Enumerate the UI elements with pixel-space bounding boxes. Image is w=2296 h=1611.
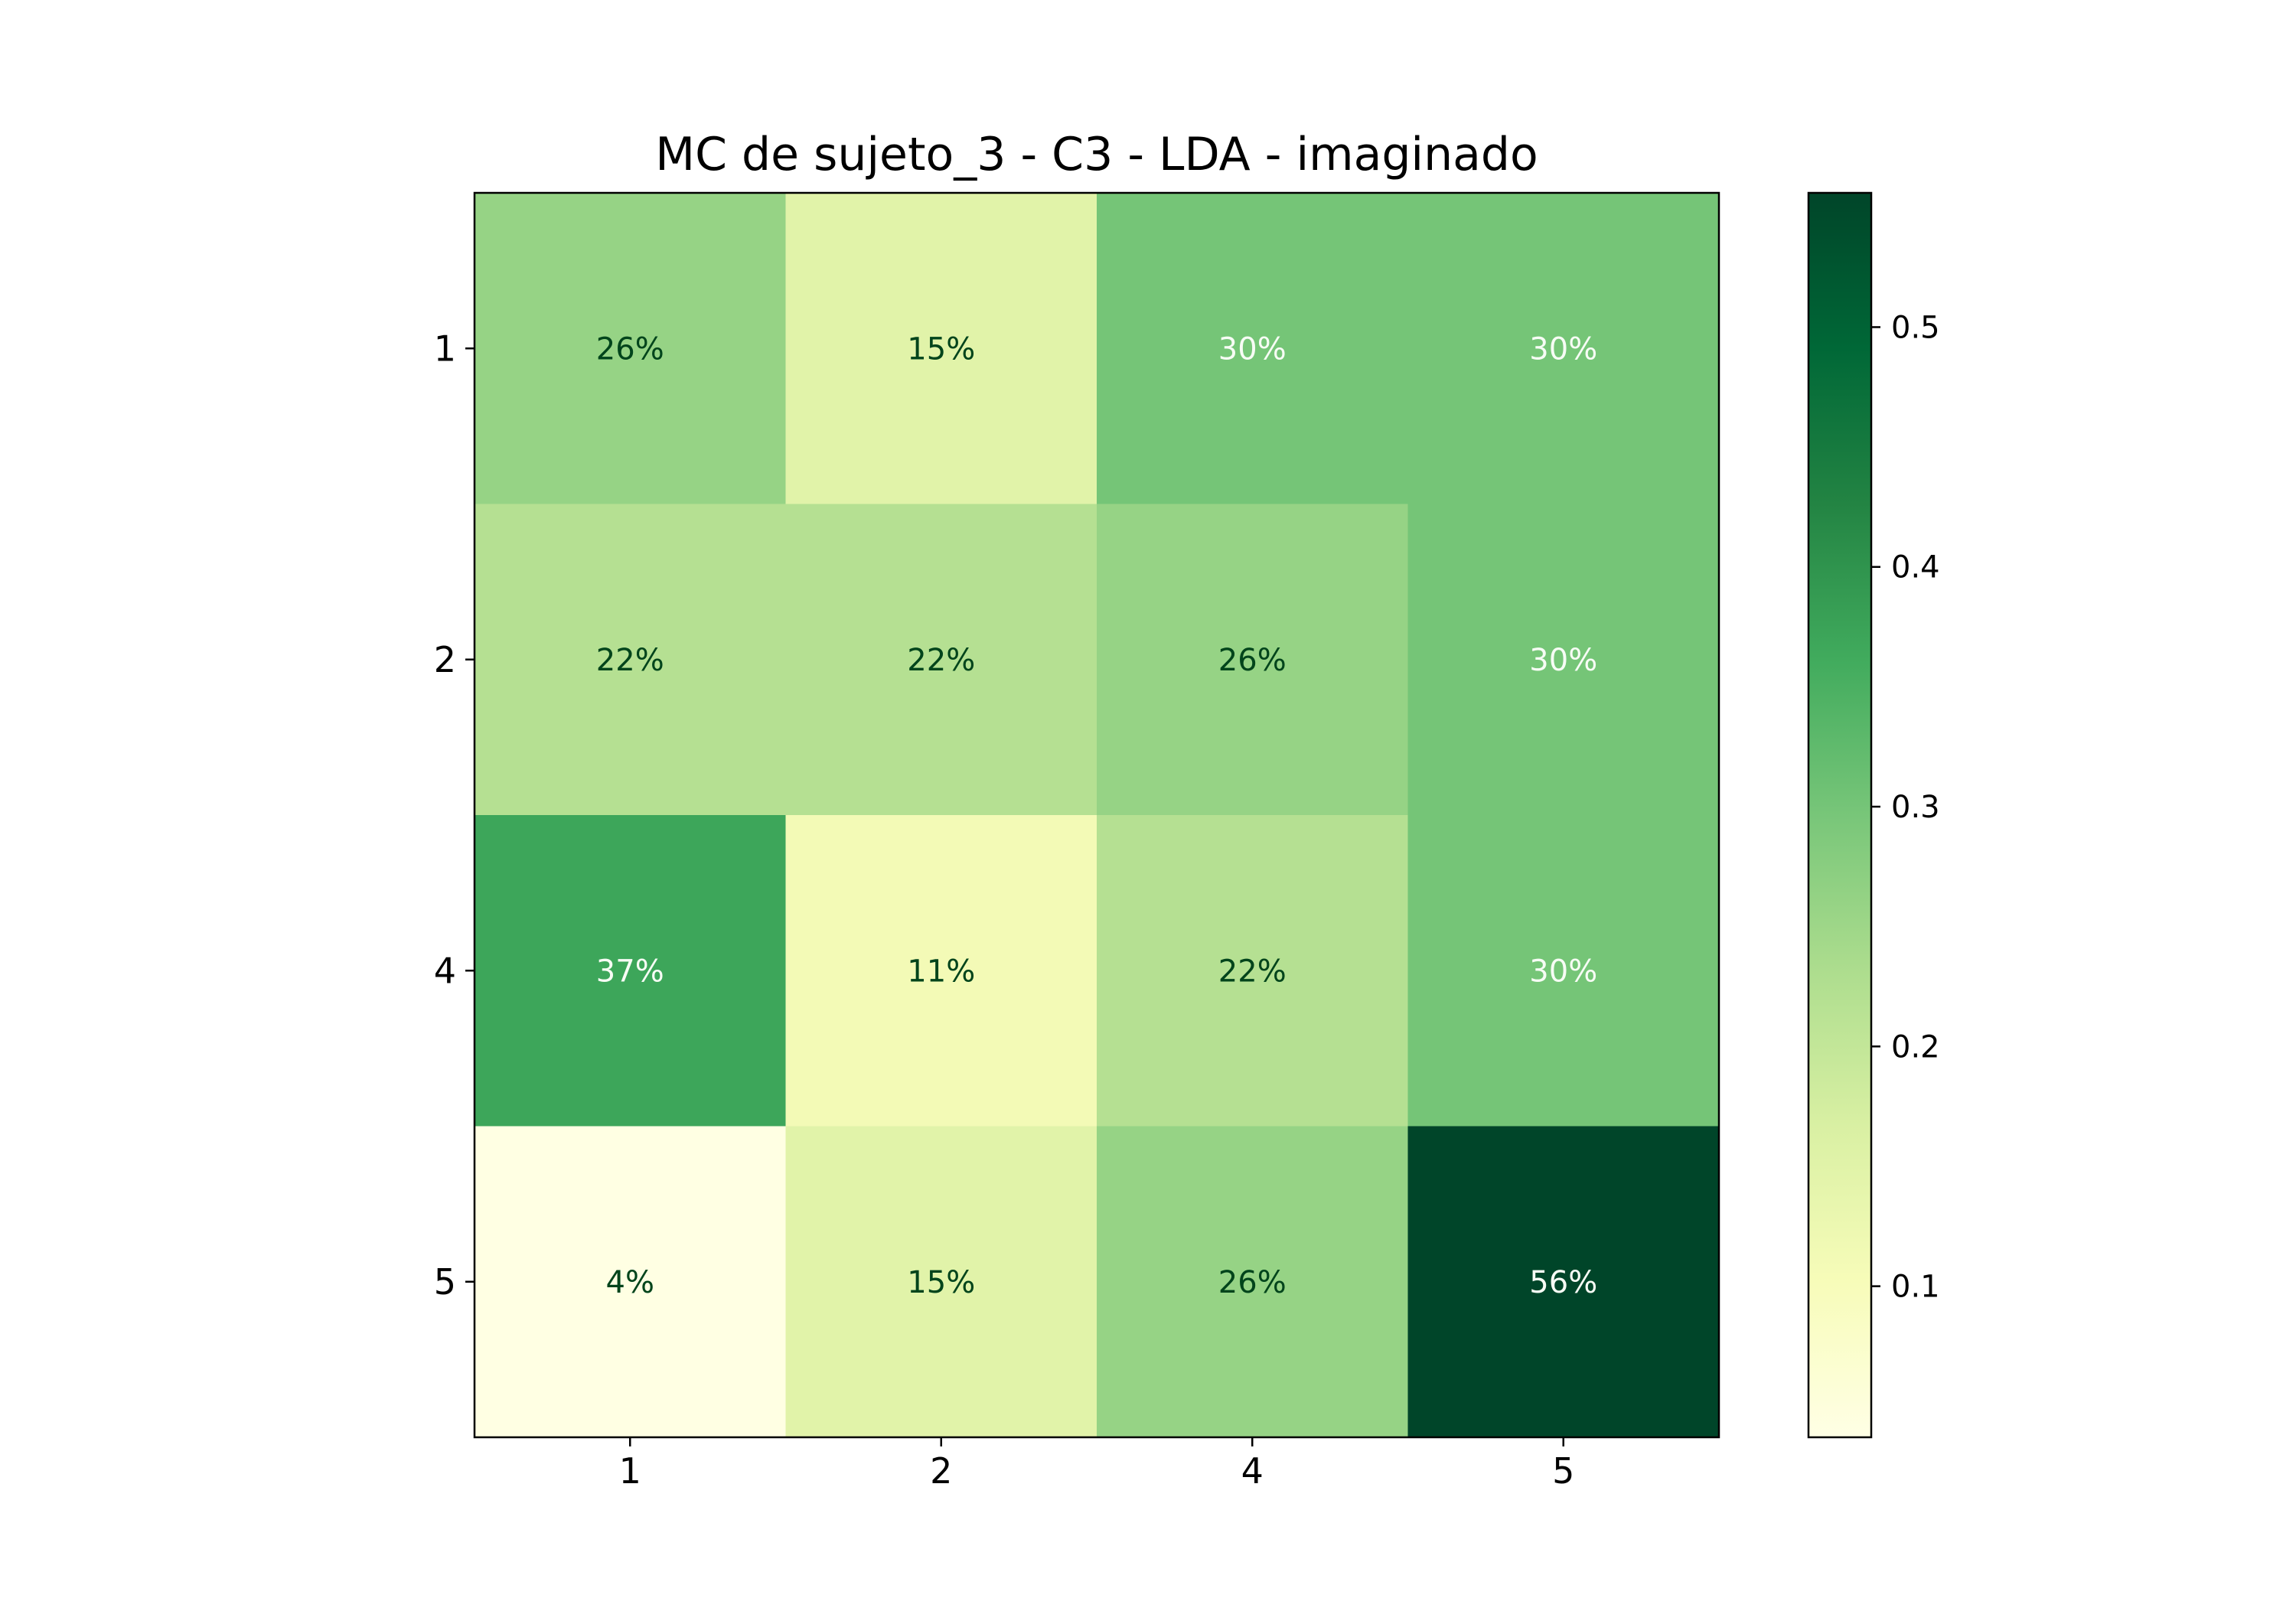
colorbar-tick-label: 0.3	[1891, 790, 1940, 825]
colorbar-tick-label: 0.5	[1891, 310, 1940, 345]
cell-value-label: 30%	[1529, 331, 1597, 367]
y-tick-label: 4	[434, 950, 456, 991]
x-axis: 1 2 4 5	[619, 1437, 1574, 1492]
y-axis: 1 2 4 5	[434, 328, 475, 1303]
cell-value-label: 4%	[606, 1265, 654, 1300]
heatmap-cell	[1097, 815, 1408, 1127]
plot-frame	[473, 191, 1720, 1439]
cell-value-label: 26%	[596, 331, 664, 367]
x-tick-label: 5	[1552, 1450, 1574, 1492]
heatmap-cell	[475, 504, 786, 816]
y-tick-label: 1	[434, 328, 456, 369]
cell-value-label: 15%	[907, 331, 975, 367]
cell-value-label: 30%	[1529, 954, 1597, 989]
x-tick-label: 4	[1241, 1450, 1264, 1492]
cell-value-label: 26%	[1218, 1265, 1287, 1300]
cell-value-label: 30%	[1218, 331, 1287, 367]
chart-title: MC de sujeto_3 - C3 - LDA - imaginado	[655, 128, 1538, 181]
x-tick-label: 2	[930, 1450, 952, 1492]
cell-value-label: 11%	[907, 954, 975, 989]
heatmap-cell	[475, 815, 786, 1127]
colorbar-tick-label: 0.2	[1891, 1029, 1940, 1065]
cell-value-label: 37%	[596, 954, 664, 989]
heatmap-cell	[1407, 815, 1720, 1127]
colorbar-tick-label: 0.4	[1891, 550, 1940, 585]
y-tick-label: 5	[434, 1261, 456, 1303]
heatmap-cell	[1407, 193, 1720, 504]
cell-value-label: 30%	[1529, 643, 1597, 678]
colorbar-frame	[1807, 191, 1873, 1439]
heatmap-cell	[1097, 1126, 1408, 1438]
cell-value-label: 22%	[596, 643, 664, 678]
colorbar-ticks: 0.1 0.2 0.3 0.4 0.5	[1871, 310, 1940, 1305]
colorbar	[1808, 193, 1871, 1437]
heatmap-cell	[785, 504, 1097, 816]
heatmap-cell	[475, 193, 786, 504]
cell-value-label: 22%	[907, 643, 975, 678]
heatmap-cells	[475, 193, 1720, 1438]
heatmap-cell	[785, 1126, 1097, 1438]
heatmap-cell	[785, 193, 1097, 504]
y-tick-label: 2	[434, 639, 456, 680]
cell-value-label: 15%	[907, 1265, 975, 1300]
heatmap-cell	[1407, 504, 1720, 816]
cell-value-label: 56%	[1529, 1265, 1597, 1300]
heatmap-cell	[475, 1126, 786, 1438]
heatmap-cell-labels: 26% 15% 30% 30% 22% 22% 26% 30% 37% 11% 22% 30% 4% 15…	[596, 331, 1597, 1300]
colorbar-tick-label: 0.1	[1891, 1270, 1940, 1305]
heatmap-cell	[1097, 504, 1408, 816]
heatmap-cell	[785, 815, 1097, 1127]
x-tick-label: 1	[619, 1450, 641, 1492]
heatmap-cell	[1407, 1126, 1720, 1438]
cell-value-label: 22%	[1218, 954, 1287, 989]
heatmap-cell	[1097, 193, 1408, 504]
cell-value-label: 26%	[1218, 643, 1287, 678]
